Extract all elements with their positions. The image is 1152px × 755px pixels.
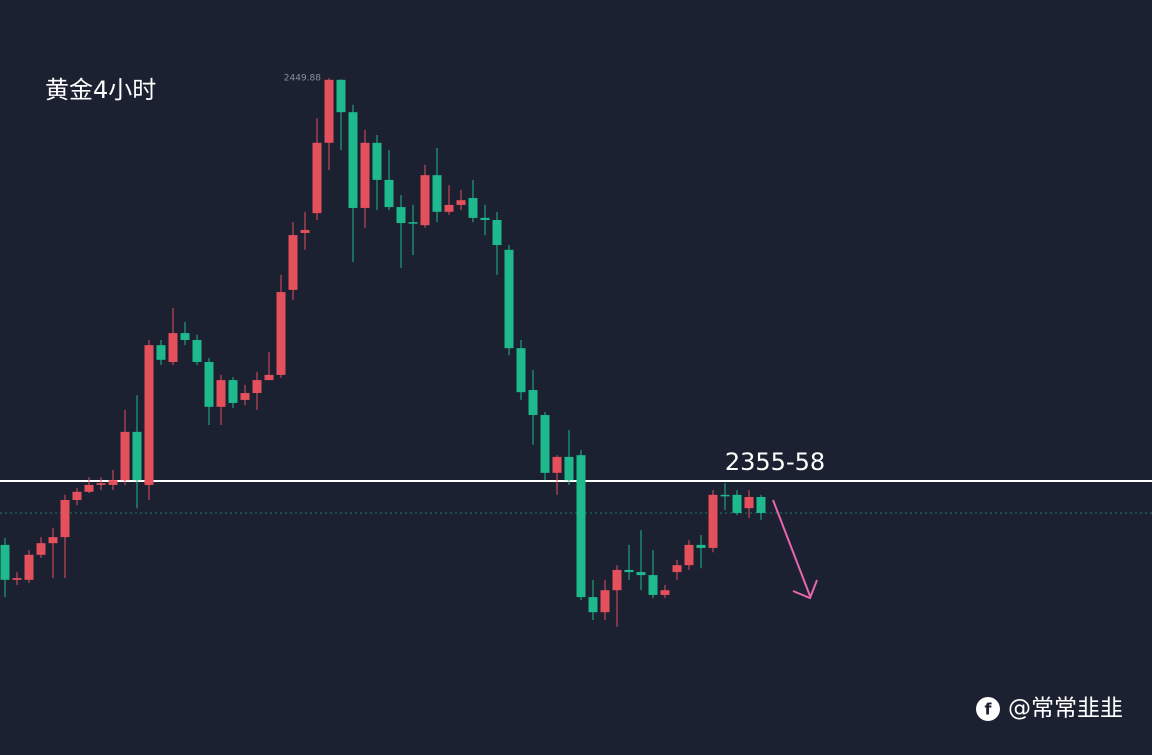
candle-body: [576, 455, 586, 598]
candle-body: [48, 537, 58, 544]
arrow-shaft: [772, 499, 811, 597]
candle-body: [600, 590, 610, 613]
candle-body: [468, 198, 478, 218]
candle-body: [60, 500, 70, 538]
candle-body: [156, 345, 166, 360]
candle-body: [144, 345, 154, 485]
candle-body: [624, 569, 634, 573]
candle-body: [0, 544, 10, 580]
candle-body: [708, 494, 718, 548]
candle-body: [168, 333, 178, 362]
candle-body: [564, 456, 574, 481]
candle-body: [504, 249, 514, 349]
candle-body: [648, 575, 658, 595]
candle-body: [204, 361, 214, 407]
candle-body: [372, 142, 382, 180]
candle-body: [432, 175, 442, 212]
chart-title: 黄金4小时: [45, 76, 156, 104]
candle-body: [276, 292, 286, 375]
candle-body: [84, 484, 94, 492]
candle-body: [288, 235, 298, 290]
candle-body: [96, 483, 106, 485]
candle-body: [444, 204, 454, 212]
candle-body: [672, 565, 682, 573]
candle-body: [588, 597, 598, 613]
candle-body: [24, 554, 34, 580]
candle-body: [408, 222, 418, 224]
candle-body: [492, 220, 502, 246]
candle-body: [612, 569, 622, 591]
candle-body: [12, 578, 22, 580]
watermark-icon: [976, 697, 1000, 721]
candle-body: [216, 380, 226, 407]
arrow: [772, 499, 818, 600]
candle-body: [300, 229, 310, 233]
level-label: 2355-58: [725, 448, 825, 476]
candle-body: [192, 339, 202, 362]
watermark-text: @常常韭韭: [1008, 696, 1123, 722]
candle-body: [480, 217, 490, 221]
candle-body: [636, 572, 646, 576]
watermark-icon-glyph: f: [985, 700, 993, 719]
candle-body: [264, 374, 274, 381]
candle-body: [108, 480, 118, 485]
candle-body: [684, 544, 694, 566]
candle-body: [720, 494, 730, 497]
candle-body: [72, 491, 82, 501]
candle-body: [384, 179, 394, 208]
candle-body: [228, 380, 238, 403]
candle-body: [660, 590, 670, 595]
candle-body: [336, 79, 346, 113]
candle-body: [36, 543, 46, 555]
watermark: f @常常韭韭: [976, 696, 1123, 722]
candle-body: [420, 175, 430, 226]
candle-body: [732, 494, 742, 513]
candle-body: [744, 497, 754, 509]
candle-body: [360, 142, 370, 208]
arrow-head: [792, 579, 818, 600]
candle-body: [516, 348, 526, 393]
candle-body: [696, 544, 706, 548]
candle-body: [540, 415, 550, 473]
candle-body: [132, 431, 142, 481]
candle-body: [312, 142, 322, 214]
candle-body: [348, 112, 358, 208]
candle-body: [240, 393, 250, 400]
candles: 2355-58 2449.88: [0, 74, 1152, 627]
candle-body: [120, 431, 130, 481]
high-label: 2449.88: [284, 74, 321, 84]
candle-body: [456, 200, 466, 205]
candle-body: [324, 79, 334, 143]
candle-body: [552, 456, 562, 473]
candle-body: [396, 207, 406, 224]
candle-body: [756, 497, 766, 513]
candle-body: [252, 380, 262, 394]
candle-body: [180, 333, 190, 340]
candle-body: [528, 390, 538, 416]
